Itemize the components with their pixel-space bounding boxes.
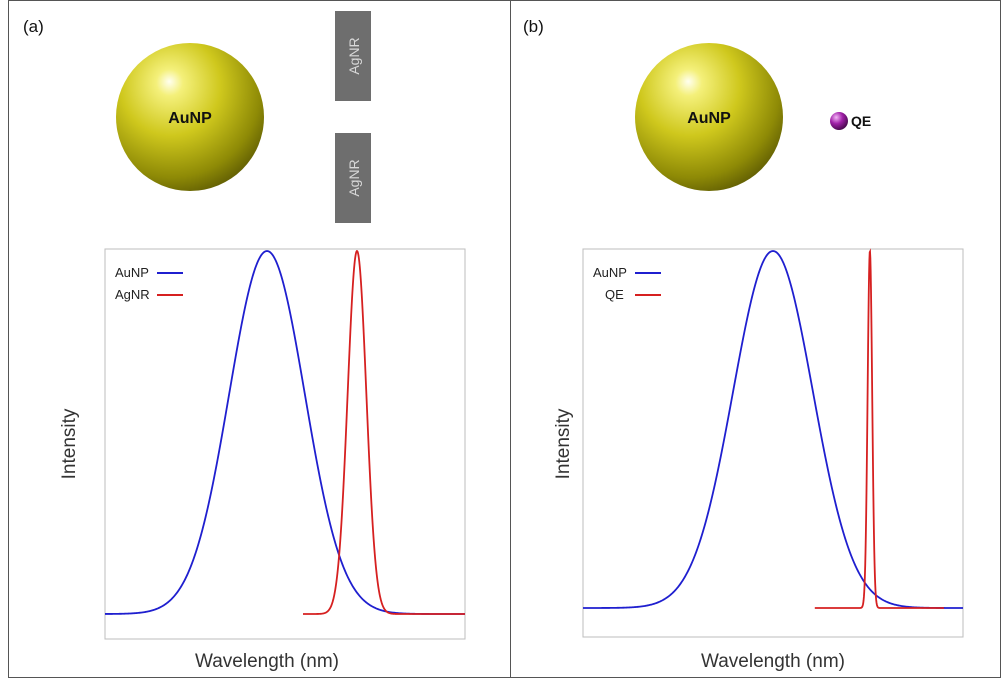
- plot-frame: [582, 248, 964, 638]
- x-axis-title: Wavelength (nm): [701, 651, 845, 672]
- gold-nanoparticle-sphere: [116, 43, 264, 191]
- qe-label: QE: [851, 113, 871, 129]
- legend-label-qe: QE: [605, 287, 624, 302]
- panel-a-label: (a): [23, 17, 44, 36]
- panel-b-label: (b): [523, 17, 544, 36]
- sphere-label: AuNP: [168, 110, 212, 127]
- rod-top-label: AgNR: [346, 37, 362, 74]
- spectrum-chart-a: Wavelength (nm) Intensity AuNP AgNR: [59, 248, 466, 672]
- series-line-qe: [814, 248, 944, 609]
- legend-label-agnr: AgNR: [115, 287, 150, 302]
- silver-nanorod-top: [335, 11, 371, 101]
- silver-nanorod-bottom: [335, 133, 371, 223]
- quantum-emitter-dot: [830, 112, 848, 130]
- panel-b: (b) AuNP QE Wavelength (nm) Intensity A: [510, 0, 1001, 678]
- spectrum-chart-b: Wavelength (nm) Intensity AuNP QE: [553, 248, 964, 672]
- legend-label-aunp: AuNP: [593, 265, 627, 280]
- panel-a-illustration: AuNP AgNR AgNR: [116, 11, 371, 223]
- plot-frame: [104, 248, 466, 640]
- series-line-aunp: [583, 250, 963, 609]
- panel-b-illustration: AuNP QE: [635, 43, 871, 191]
- panel-a: (a) AuNP AgNR AgNR Wavelength (nm) Inten…: [8, 0, 511, 678]
- x-axis-title: Wavelength (nm): [195, 651, 339, 672]
- y-axis-title: Intensity: [59, 408, 80, 479]
- legend-label-aunp: AuNP: [115, 265, 149, 280]
- series-line-aunp: [105, 250, 465, 615]
- y-axis-title: Intensity: [553, 408, 574, 479]
- rod-bottom-label: AgNR: [346, 159, 362, 196]
- sphere-label: AuNP: [687, 110, 731, 127]
- series-line-agnr: [303, 250, 465, 615]
- gold-nanoparticle-sphere: [635, 43, 783, 191]
